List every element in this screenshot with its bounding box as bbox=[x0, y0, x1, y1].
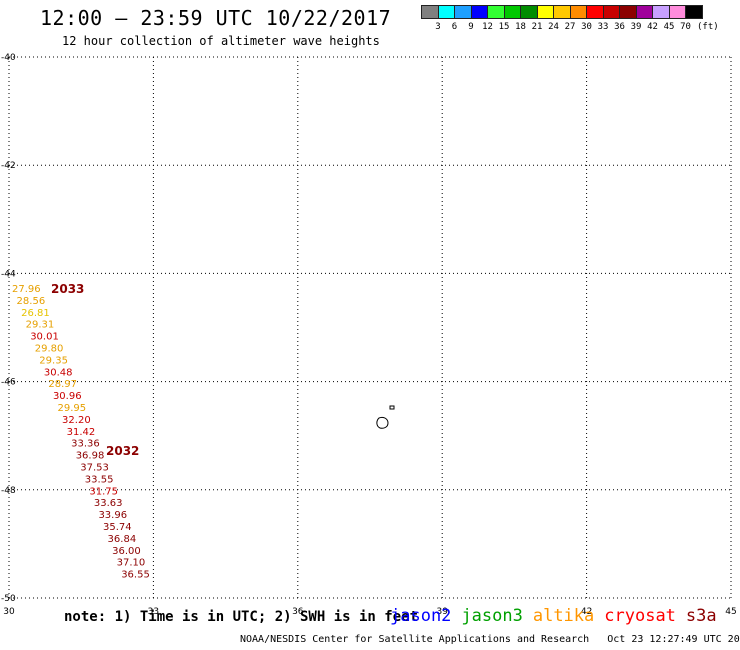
legend-bin-label: 9 bbox=[468, 22, 474, 32]
swh-measurement: 35.74 bbox=[103, 522, 132, 533]
swh-measurement: 36.00 bbox=[112, 546, 141, 557]
prince-edward-island-outline bbox=[389, 405, 395, 410]
track-time-label: 2033 bbox=[51, 282, 84, 296]
swh-measurement: 33.55 bbox=[85, 474, 114, 485]
lon-tick-label: 39 bbox=[436, 607, 448, 617]
swh-measurement: 31.75 bbox=[89, 486, 118, 497]
legend-bin-label: 15 bbox=[498, 22, 510, 32]
satellite-legend-item: s3a bbox=[685, 606, 717, 626]
lat-tick-label: -48 bbox=[1, 486, 16, 496]
swh-measurement: 29.80 bbox=[35, 344, 64, 355]
swh-measurement: 29.35 bbox=[39, 355, 68, 366]
swh-measurement: 30.01 bbox=[30, 332, 59, 343]
lon-tick-label: 45 bbox=[725, 607, 736, 617]
page-title: 12:00 – 23:59 UTC 10/22/2017 bbox=[40, 6, 392, 30]
legend-bin-label: 27 bbox=[564, 22, 576, 32]
swh-measurement: 33.36 bbox=[71, 439, 100, 450]
legend-bin-label: 45 bbox=[663, 22, 675, 32]
legend-bin-label: 39 bbox=[630, 22, 642, 32]
satellite-legend-item: altika bbox=[532, 606, 595, 626]
legend-bin-label: 18 bbox=[515, 22, 526, 32]
generated-timestamp: Oct 23 12:27:49 UTC 2017 bbox=[607, 634, 740, 645]
credit-text: NOAA/NESDIS Center for Satellite Applica… bbox=[240, 634, 590, 645]
swh-measurement: 33.63 bbox=[94, 498, 123, 509]
legend-bin-label: 24 bbox=[548, 22, 559, 32]
lon-tick-label: 42 bbox=[581, 607, 592, 617]
legend-bin-label: 6 bbox=[451, 22, 458, 32]
legend-bin-label: 36 bbox=[614, 22, 625, 32]
lon-tick-label: 36 bbox=[292, 607, 304, 617]
legend-bin-label: 21 bbox=[531, 22, 543, 32]
swh-measurement: 36.84 bbox=[108, 534, 137, 545]
legend-bin-label: 12 bbox=[482, 22, 493, 32]
swh-measurement: 37.10 bbox=[117, 558, 146, 569]
legend-bin-label: 3 bbox=[435, 22, 441, 32]
legend-bin-label: 70 bbox=[680, 22, 691, 32]
track-time-label: 2032 bbox=[106, 444, 139, 458]
lat-tick-label: -50 bbox=[1, 594, 16, 604]
satellite-legend: jason2 jason3 altika cryosat s3a bbox=[390, 606, 717, 626]
swh-measurement: 28.97 bbox=[48, 379, 77, 390]
satellite-legend-item: jason3 bbox=[461, 606, 523, 626]
credit-line: NOAA/NESDIS Center for Satellite Applica… bbox=[240, 634, 740, 645]
swh-measurement: 32.20 bbox=[62, 415, 91, 426]
lon-tick-label: 30 bbox=[3, 607, 15, 617]
swh-measurement: 29.31 bbox=[26, 320, 55, 331]
page-subtitle: 12 hour collection of altimeter wave hei… bbox=[62, 34, 380, 48]
lat-tick-label: -42 bbox=[1, 161, 16, 171]
swh-measurement: 31.42 bbox=[67, 427, 96, 438]
legend-bin-label: 42 bbox=[647, 22, 658, 32]
lat-tick-label: -40 bbox=[1, 53, 16, 63]
swh-measurement: 33.96 bbox=[98, 510, 127, 521]
legend-bin-label: 33 bbox=[597, 22, 609, 32]
lat-tick-label: -44 bbox=[1, 269, 16, 279]
satellite-legend-item: cryosat bbox=[604, 606, 676, 626]
swh-measurement: 36.98 bbox=[76, 451, 105, 462]
satellite-legend-item: jason2 bbox=[390, 606, 452, 626]
units-note: note: 1) Time is in UTC; 2) SWH is in fe… bbox=[64, 609, 419, 625]
swh-measurement: 29.95 bbox=[58, 403, 87, 414]
swh-measurement: 30.48 bbox=[44, 367, 73, 378]
legend-bin-label: 30 bbox=[581, 22, 592, 32]
swh-measurement: 26.81 bbox=[21, 308, 50, 319]
swh-measurement: 30.96 bbox=[53, 391, 82, 402]
swh-measurement: 37.53 bbox=[80, 463, 109, 474]
lat-tick-label: -46 bbox=[1, 378, 16, 388]
swh-measurement: 28.56 bbox=[17, 296, 46, 307]
legend-swatch bbox=[685, 5, 703, 19]
swh-measurement: 36.55 bbox=[121, 570, 150, 581]
marion-island-outline bbox=[376, 416, 389, 429]
color-legend bbox=[421, 5, 703, 19]
legend-unit-label: (ft) bbox=[696, 22, 719, 32]
lon-tick-label: 33 bbox=[148, 607, 159, 617]
swh-measurement: 27.96 bbox=[12, 284, 41, 295]
